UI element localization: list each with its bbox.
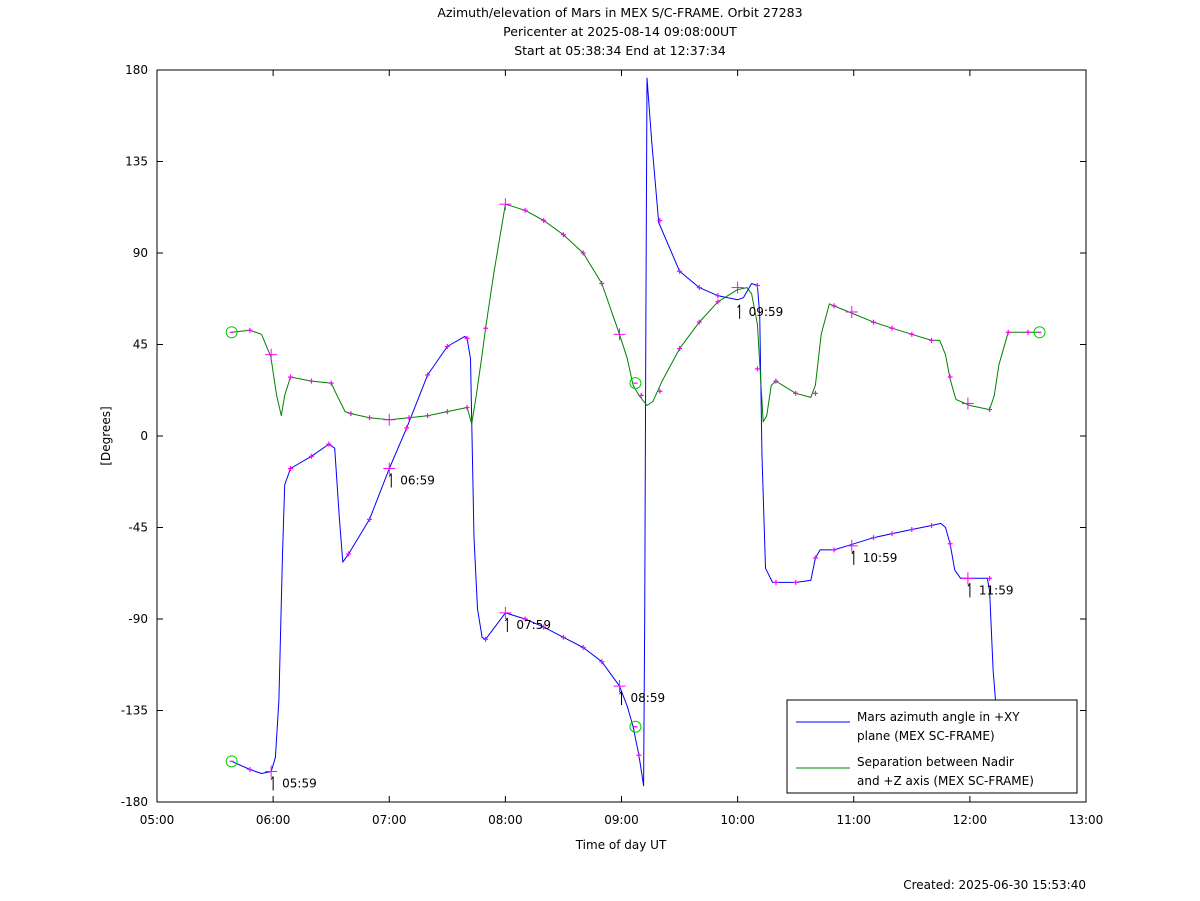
chart-title: Azimuth/elevation of Mars in MEX S/C-FRA… bbox=[437, 5, 802, 58]
annotation-tick-hook bbox=[619, 690, 622, 695]
x-tick-label: 09:00 bbox=[604, 813, 639, 827]
azimuth-series-line bbox=[231, 77, 998, 787]
y-tick-label: 45 bbox=[133, 338, 148, 352]
title-line-3: Start at 05:38:34 End at 12:37:34 bbox=[514, 43, 726, 58]
y-axis: 180 135 90 45 0 -45 -90 -135 -180 bbox=[121, 63, 1086, 809]
time-annotation-label: 10:59 bbox=[863, 551, 898, 565]
y-tick-label: 135 bbox=[125, 155, 148, 169]
x-tick-label: 05:00 bbox=[140, 813, 175, 827]
x-tick-label: 13:00 bbox=[1069, 813, 1104, 827]
event-circle bbox=[1033, 326, 1046, 339]
time-annotation-label: 09:59 bbox=[749, 305, 784, 319]
legend-label-azimuth-line-2: plane (MEX SC-FRAME) bbox=[857, 729, 995, 743]
event-circle bbox=[629, 720, 642, 733]
created-footer: Created: 2025-06-30 15:53:40 bbox=[903, 878, 1086, 892]
y-tick-label: -135 bbox=[121, 704, 148, 718]
y-tick-label: -180 bbox=[121, 795, 148, 809]
title-line-1: Azimuth/elevation of Mars in MEX S/C-FRA… bbox=[437, 5, 802, 20]
x-tick-label: 12:00 bbox=[953, 813, 988, 827]
x-tick-label: 08:00 bbox=[488, 813, 523, 827]
annotation-layer: 05:59 06:59 07:59 08:59 10:59 11:59 09:59 bbox=[270, 304, 1014, 791]
legend-box bbox=[786, 699, 1078, 794]
time-annotation-label: 06:59 bbox=[400, 474, 435, 488]
annotation-tick-hook bbox=[504, 617, 508, 622]
time-annotation-label: 07:59 bbox=[516, 618, 551, 632]
marker-layer bbox=[225, 198, 1046, 778]
legend-label-separation-line-1: Separation between Nadir bbox=[857, 755, 1014, 769]
time-annotation-label: 05:59 bbox=[282, 777, 317, 791]
event-circle bbox=[225, 326, 238, 339]
x-axis: 05:00 06:00 07:00 08:00 09:00 10:00 11:00 12:00… bbox=[140, 70, 1104, 827]
x-tick-label: 06:00 bbox=[256, 813, 291, 827]
y-tick-label: 180 bbox=[125, 63, 148, 77]
annotation-tick-hook bbox=[851, 550, 855, 555]
y-axis-label: [Degrees] bbox=[99, 406, 113, 465]
title-line-2: Pericenter at 2025-08-14 09:08:00UT bbox=[503, 24, 737, 39]
annotation-tick-hook bbox=[270, 776, 274, 780]
y-tick-label: -45 bbox=[128, 521, 148, 535]
annotation-tick-hook bbox=[967, 583, 971, 587]
time-annotation-label: 11:59 bbox=[979, 583, 1014, 597]
legend-label-separation-line-2: and +Z axis (MEX SC-FRAME) bbox=[857, 774, 1034, 788]
x-axis-label: Time of day UT bbox=[575, 838, 667, 852]
event-circle bbox=[225, 755, 238, 768]
y-tick-label: -90 bbox=[128, 612, 148, 626]
time-annotation-label: 08:59 bbox=[631, 691, 666, 705]
event-circle bbox=[629, 377, 642, 390]
legend-label-azimuth-line-1: Mars azimuth angle in +XY bbox=[857, 710, 1020, 724]
legend: Mars azimuth angle in +XY plane (MEX SC-… bbox=[786, 699, 1078, 794]
series-layer bbox=[231, 77, 1040, 787]
x-tick-label: 10:00 bbox=[720, 813, 755, 827]
x-tick-label: 11:00 bbox=[836, 813, 871, 827]
separation-series-line bbox=[231, 203, 1040, 425]
annotation-tick-hook bbox=[388, 473, 392, 477]
y-tick-label: 0 bbox=[140, 429, 148, 443]
x-tick-label: 07:00 bbox=[372, 813, 407, 827]
annotation-tick-hook bbox=[737, 304, 741, 309]
y-tick-label: 90 bbox=[133, 246, 148, 260]
